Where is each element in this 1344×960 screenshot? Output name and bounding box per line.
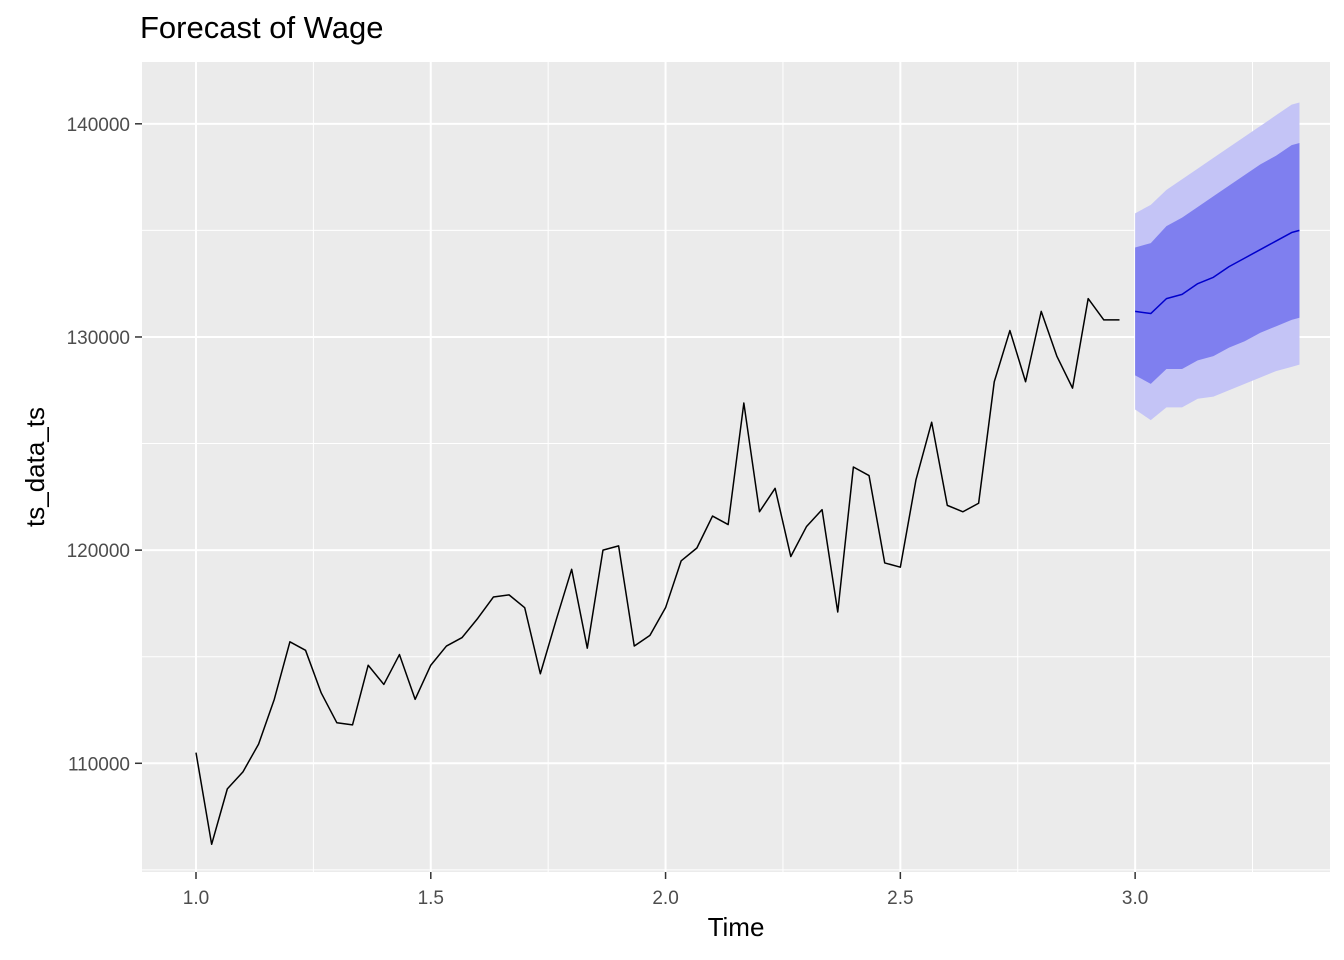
y-tick-label: 110000: [68, 754, 130, 775]
y-axis-title: ts_data_ts: [20, 407, 50, 527]
x-tick-label: 2.0: [652, 888, 678, 909]
forecast-series-line: [1135, 229, 1300, 315]
x-tick-label: 1.5: [418, 888, 444, 909]
x-tick-label: 3.0: [1122, 888, 1148, 909]
y-tick-label: 130000: [67, 328, 130, 349]
series-lines: [195, 229, 1300, 846]
chart-title: Forecast of Wage: [140, 10, 384, 45]
y-tick-label: 140000: [67, 115, 130, 136]
major-gridlines: [142, 62, 1330, 872]
x-axis-title: Time: [707, 912, 765, 942]
y-axis: 110000 120000 130000 140000: [67, 115, 142, 775]
forecast-intervals: [1135, 102, 1300, 421]
x-tick-label: 2.5: [887, 888, 913, 909]
x-axis: 1.0 1.5 2.0 2.5 3.0: [183, 872, 1148, 909]
y-tick-label: 120000: [67, 541, 130, 562]
x-tick-label: 1.0: [183, 888, 209, 909]
history-series-line: [195, 297, 1120, 846]
interval-80-band: [1135, 143, 1300, 384]
